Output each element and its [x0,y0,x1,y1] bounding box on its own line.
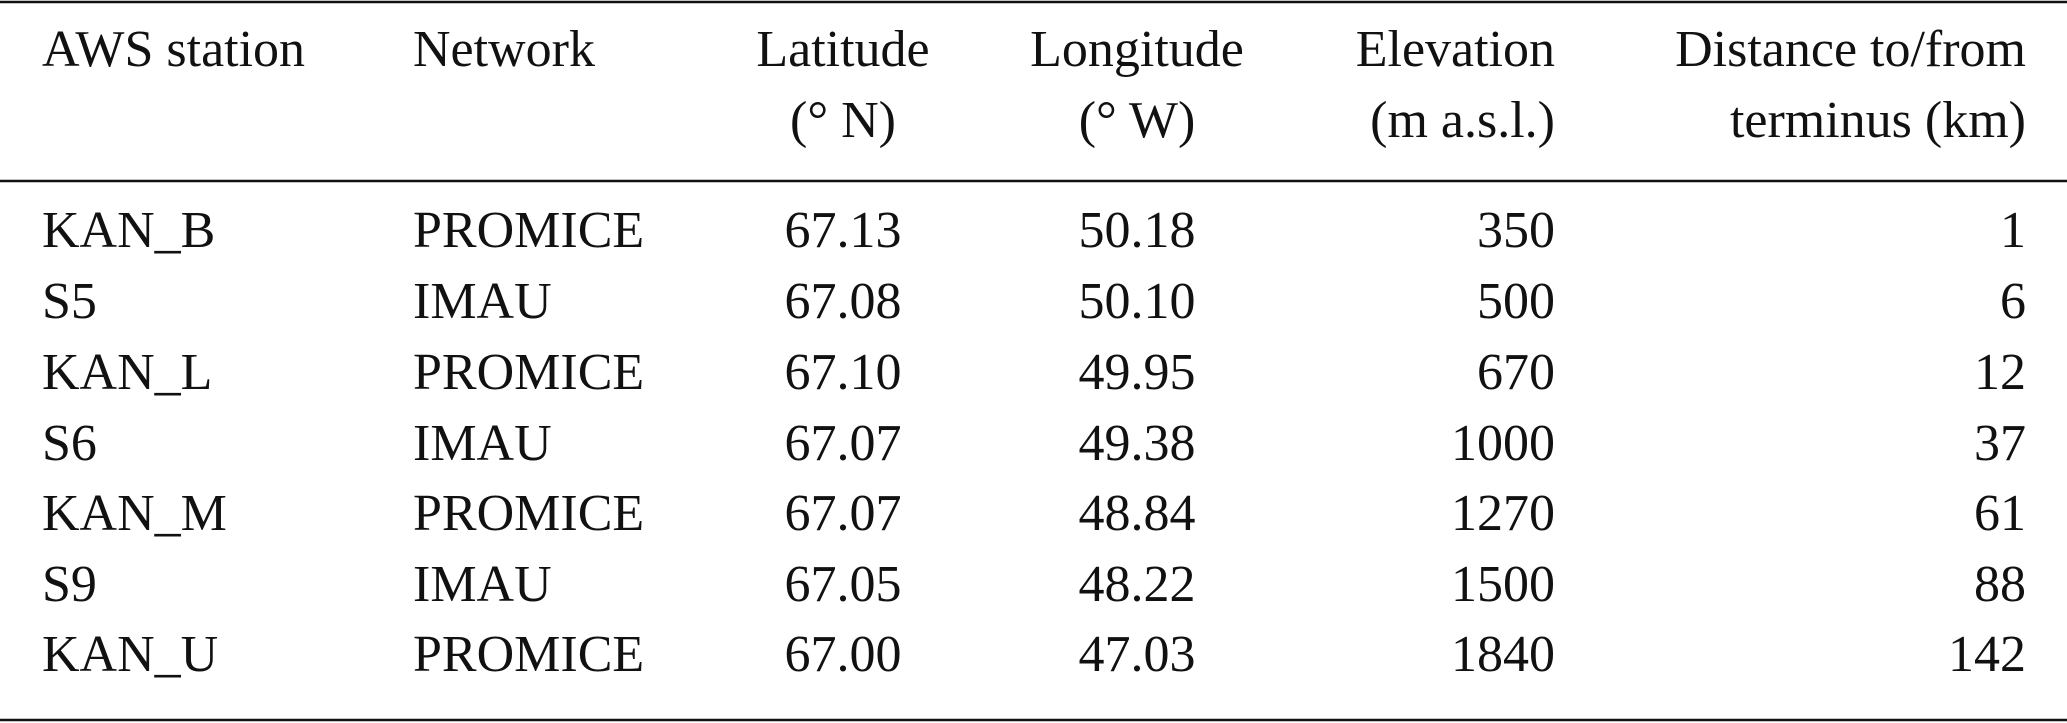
table-cell: PROMICE [413,202,644,259]
header-cell: (° N) [790,92,896,149]
table-cell: 1 [2000,202,2026,259]
table-cell: S9 [42,556,97,613]
table-cell: 67.07 [785,415,902,472]
table-cell: KAN_B [42,202,215,259]
table-cell: 49.38 [1079,415,1196,472]
table-cell: 47.03 [1079,626,1196,683]
table-cell: 48.84 [1079,485,1196,542]
table-cell: 67.10 [785,344,902,401]
table-cell: 67.13 [785,202,902,259]
table-cell: 67.00 [785,626,902,683]
header-cell: Latitude [756,21,929,78]
table-cell: 1840 [1451,626,1555,683]
table-cell: 67.07 [785,485,902,542]
table-cell: 1000 [1451,415,1555,472]
table-cell: S5 [42,273,97,330]
table-cell: 50.10 [1079,273,1196,330]
table-cell: KAN_L [42,344,212,401]
table-cell: KAN_M [42,485,227,542]
table-cell: IMAU [413,273,552,330]
table-cell: IMAU [413,556,552,613]
header-cell: Elevation [1356,21,1555,78]
table-cell: 142 [1948,626,2026,683]
table-cell: 12 [1974,344,2026,401]
header-cell: Network [413,21,595,78]
table-cell: PROMICE [413,485,644,542]
table-cell: 350 [1477,202,1555,259]
table-cell: KAN_U [42,626,218,683]
table-cell: 1270 [1451,485,1555,542]
table-cell: S6 [42,415,97,472]
table-cell: 50.18 [1079,202,1196,259]
table-cell: 1500 [1451,556,1555,613]
header-cell: Distance to/from [1675,21,2026,78]
table-cell: 49.95 [1079,344,1196,401]
table-cell: 88 [1974,556,2026,613]
table-cell: 670 [1477,344,1555,401]
table-cell: 67.05 [785,556,902,613]
table-cell: 48.22 [1079,556,1196,613]
table-cell: IMAU [413,415,552,472]
header-cell: (m a.s.l.) [1370,92,1555,149]
table-cell: 500 [1477,273,1555,330]
header-cell: (° W) [1079,92,1196,149]
table-cell: PROMICE [413,626,644,683]
table-cell: PROMICE [413,344,644,401]
table-cell: 6 [2000,273,2026,330]
table-cell: 67.08 [785,273,902,330]
table-cell: 37 [1974,415,2026,472]
header-cell: AWS station [42,21,305,78]
header-cell: terminus (km) [1730,92,2026,149]
table-cell: 61 [1974,485,2026,542]
header-cell: Longitude [1030,21,1244,78]
